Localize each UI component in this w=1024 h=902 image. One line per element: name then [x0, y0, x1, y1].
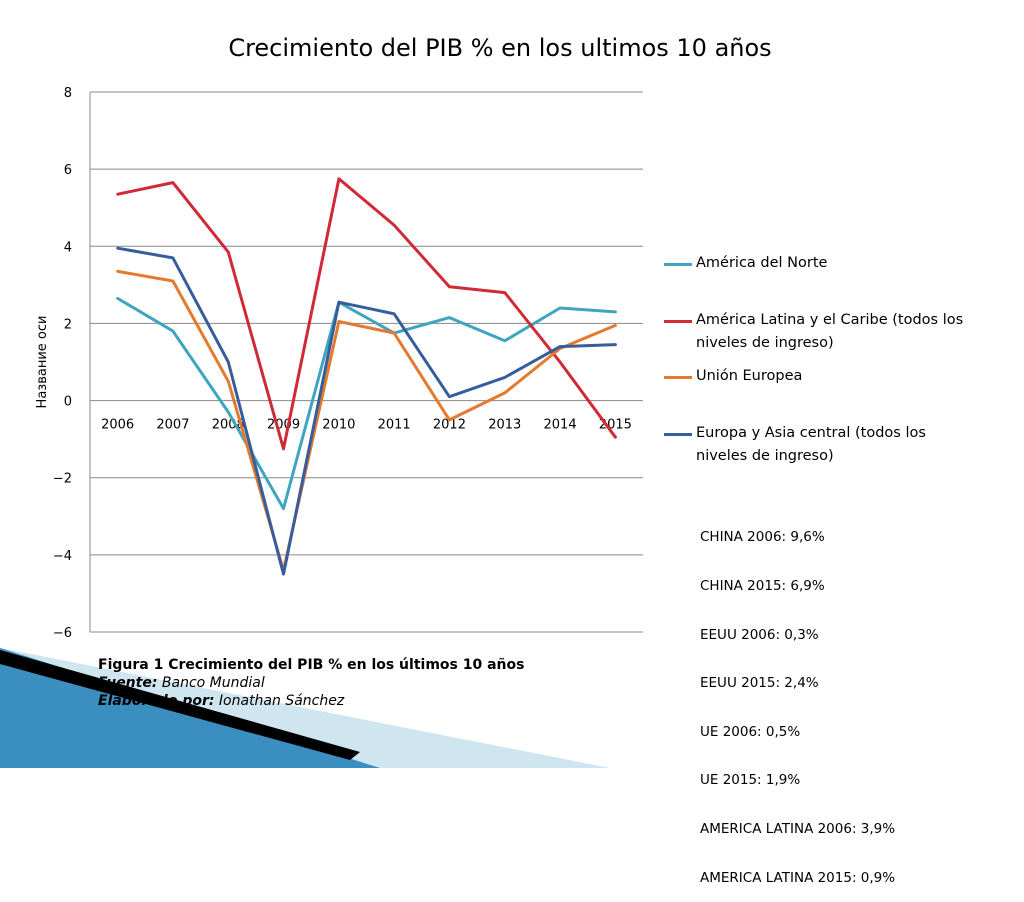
legend-label: América Latina y el Caribe (todos los: [696, 312, 964, 328]
legend-item-europa-asia-central: Europa y Asia central (todos los niveles…: [664, 422, 996, 468]
note-line: CHINA 2015: 6,9%: [700, 578, 825, 595]
legend-label: Europa y Asia central (todos los: [696, 425, 926, 441]
y-tick-label: 4: [64, 240, 72, 255]
note-line: AMERICA LATINA 2015: 0,9%: [700, 869, 896, 886]
note-line: UE 2015: 1,9%: [700, 772, 801, 789]
x-tick-label: 2013: [488, 418, 521, 433]
figure-source: Fuente: Banco Mundial: [98, 674, 524, 692]
figure-caption: Figura 1 Crecimiento del PIB % en los úl…: [98, 656, 524, 710]
legend-swatch: [664, 376, 692, 379]
y-tick-labels: 8 6 4 2 0 −2 −4 −6: [53, 86, 72, 641]
note-line: EEUU 2006: 0,3%: [700, 626, 819, 643]
figure-caption-title: Figura 1 Crecimiento del PIB % en los úl…: [98, 657, 525, 673]
x-tick-label: 2012: [433, 418, 466, 433]
y-tick-label: 6: [64, 163, 72, 178]
legend-item-america-latina: América Latina y el Caribe (todos los ni…: [664, 309, 996, 355]
note-line: CHINA 2006: 9,6%: [700, 529, 825, 546]
chart-title: Crecimiento del PIB % en los ultimos 10 …: [228, 34, 772, 62]
x-tick-label: 2015: [599, 418, 632, 433]
note-line: UE 2006: 0,5%: [700, 723, 801, 740]
legend-label: América del Norte: [696, 255, 828, 271]
figure-author: Elaborado por: Ionathan Sánchez: [98, 692, 524, 710]
series-line-2: [116, 177, 617, 451]
grid-lines: [89, 91, 643, 633]
x-tick-label: 2014: [544, 418, 577, 433]
y-tick-label: 0: [64, 395, 72, 410]
decorative-corner-stripes: [0, 648, 610, 768]
source-value: Banco Mundial: [157, 675, 265, 691]
legend-item-america-del-norte: América del Norte: [664, 252, 996, 275]
x-tick-labels: 2006 2007 2008 2009 2010 2011 2012 2013 2014 2015: [101, 418, 632, 433]
legend-swatch: [664, 433, 692, 436]
source-label: Fuente:: [98, 675, 158, 691]
x-tick-label: 2010: [322, 418, 355, 433]
legend-label-line2: niveles de ingreso): [696, 448, 834, 464]
y-tick-label: −4: [53, 549, 72, 564]
legend-label: Unión Europea: [696, 368, 803, 384]
legend-swatch: [664, 263, 692, 266]
legend-swatch: [664, 320, 692, 323]
series-lines: [116, 177, 617, 576]
series-line-4: [116, 246, 617, 576]
y-tick-label: −2: [53, 472, 72, 487]
author-label: Elaborado por:: [98, 693, 215, 709]
y-tick-label: 8: [64, 86, 72, 101]
legend-item-union-europea: Unión Europea: [664, 365, 996, 388]
x-tick-label: 2007: [156, 418, 189, 433]
series-line-1: [116, 296, 617, 511]
y-tick-label: 2: [64, 317, 72, 332]
note-line: AMERICA LATINA 2006: 3,9%: [700, 821, 896, 838]
black-stripe: [0, 650, 360, 760]
x-tick-label: 2006: [101, 418, 134, 433]
series-line-3: [116, 269, 617, 572]
author-value: Ionathan Sánchez: [214, 693, 345, 709]
note-line: EEUU 2015: 2,4%: [700, 675, 819, 692]
y-axis-label: Название оси: [35, 316, 50, 409]
y-tick-label: −6: [53, 626, 72, 641]
x-tick-label: 2011: [378, 418, 411, 433]
legend-label-line2: niveles de ingreso): [696, 335, 834, 351]
